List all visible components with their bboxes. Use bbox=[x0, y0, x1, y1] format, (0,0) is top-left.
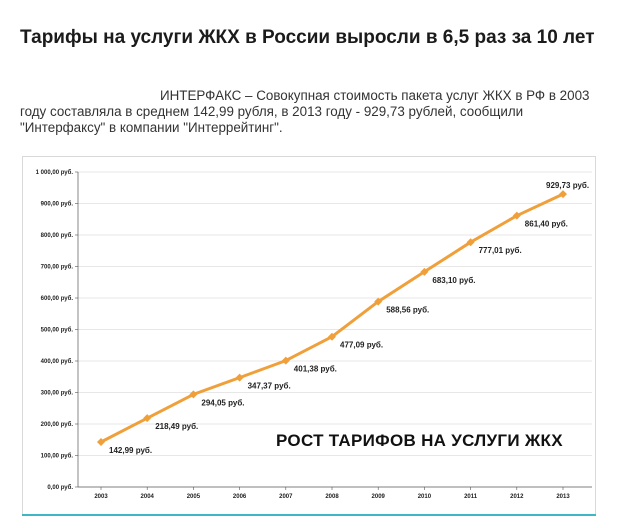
article-headline: Тарифы на услуги ЖКХ в России выросли в … bbox=[20, 27, 595, 48]
y-tick-label: 0,00 руб. bbox=[47, 484, 73, 491]
x-tick-label: 2009 bbox=[372, 494, 386, 500]
y-tick-label: 700,00 руб. bbox=[41, 264, 74, 271]
data-label: 861,40 руб. bbox=[525, 220, 568, 229]
x-tick-label: 2007 bbox=[279, 494, 293, 500]
article-lead: ИНТЕРФАКС – Совокупная стоимость пакета … bbox=[20, 88, 590, 135]
chart-bottom-accent-line bbox=[22, 514, 596, 516]
y-tick-label: 400,00 руб. bbox=[41, 358, 74, 365]
y-tick-label: 300,00 руб. bbox=[41, 390, 74, 397]
data-point bbox=[466, 238, 475, 247]
data-label: 218,49 руб. bbox=[155, 422, 198, 431]
x-axis-ticks: 2003 2004 2005 2006 2007 2008 2009 2010 2011 2012… bbox=[94, 487, 570, 500]
data-label: 588,56 руб. bbox=[386, 306, 429, 315]
chart-axes bbox=[77, 172, 592, 488]
data-label: 294,05 руб. bbox=[201, 398, 244, 407]
data-label: 777,01 руб. bbox=[479, 246, 522, 255]
data-point bbox=[559, 190, 567, 199]
data-labels: 142,99 руб. 218,49 руб. 294,05 руб. 347,37 … bbox=[109, 181, 589, 455]
data-label: 347,37 руб. bbox=[248, 382, 291, 391]
x-tick-label: 2013 bbox=[556, 494, 570, 500]
x-tick-label: 2011 bbox=[464, 494, 478, 500]
data-point bbox=[143, 414, 152, 423]
x-tick-label: 2006 bbox=[233, 494, 247, 500]
y-tick-label: 600,00 руб. bbox=[41, 295, 74, 302]
y-tick-label: 1 000,00 руб. bbox=[36, 169, 74, 176]
x-tick-label: 2005 bbox=[187, 494, 201, 500]
data-point bbox=[512, 211, 521, 220]
data-point bbox=[328, 332, 336, 341]
data-label: 401,38 руб. bbox=[294, 365, 337, 374]
data-point bbox=[374, 297, 383, 306]
y-tick-label: 500,00 руб. bbox=[41, 327, 74, 334]
chart-frame bbox=[22, 156, 596, 515]
data-point bbox=[189, 390, 198, 399]
y-tick-label: 800,00 руб. bbox=[41, 232, 74, 239]
x-tick-label: 2010 bbox=[418, 494, 432, 500]
chart-title: РОСТ ТАРИФОВ НА УСЛУГИ ЖКХ bbox=[276, 431, 563, 450]
y-tick-label: 100,00 руб. bbox=[41, 453, 74, 460]
series-line bbox=[99, 192, 565, 444]
data-label: 683,10 руб. bbox=[432, 276, 475, 285]
y-tick-label: 200,00 руб. bbox=[41, 421, 74, 428]
data-label: 477,09 руб. bbox=[340, 341, 383, 350]
y-tick-label: 900,00 руб. bbox=[41, 201, 74, 208]
data-point bbox=[420, 267, 429, 276]
data-point bbox=[97, 437, 105, 446]
data-point bbox=[281, 356, 290, 365]
series-markers bbox=[97, 190, 567, 446]
x-tick-label: 2004 bbox=[141, 494, 155, 500]
x-tick-label: 2008 bbox=[325, 494, 339, 500]
data-label: 929,73 руб. bbox=[546, 181, 589, 190]
chart-gridlines bbox=[78, 171, 592, 456]
x-tick-label: 2012 bbox=[510, 494, 524, 500]
data-label: 142,99 руб. bbox=[109, 446, 152, 455]
y-axis-ticks: 0,00 руб. 100,00 руб. 200,00 руб. 300,00 ру… bbox=[36, 169, 78, 491]
x-tick-label: 2003 bbox=[94, 494, 108, 500]
data-point bbox=[235, 373, 244, 382]
